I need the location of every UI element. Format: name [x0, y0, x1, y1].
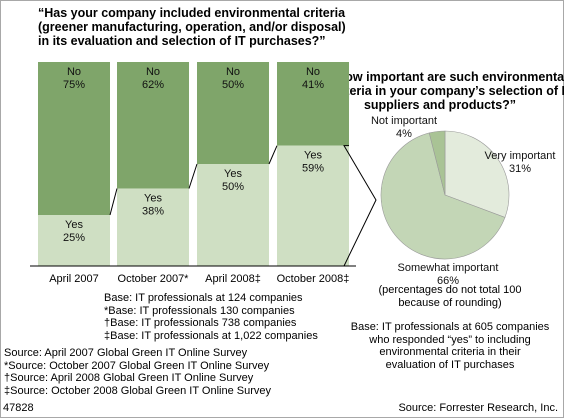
- base-line: environmental criteria in their: [379, 346, 521, 358]
- figure-id: 47828: [3, 402, 34, 414]
- bar-yes-value: 25%: [63, 232, 85, 244]
- bar-no-segment: [197, 62, 269, 164]
- rounding-line: (percentages do not total 100: [378, 284, 522, 296]
- bar-no-name: No: [146, 66, 160, 78]
- pie-slice: [380, 132, 506, 260]
- pie-slice: [428, 130, 446, 196]
- yes-to-pie-bracket: [343, 145, 377, 267]
- pie-value-label: 66%: [437, 275, 459, 287]
- bar-yes-name: Yes: [144, 192, 162, 204]
- bar-yes-segment: [38, 215, 110, 266]
- source-line: ‡Source: October 2008 Global Green IT On…: [4, 384, 271, 397]
- bar-yes-segment: [197, 164, 269, 266]
- bar-yes-name: Yes: [65, 219, 83, 231]
- pie-slice: [444, 130, 510, 218]
- bar-no-name: No: [306, 66, 320, 78]
- base-line: Base: IT professionals at 124 companies: [104, 292, 303, 304]
- pie-label: Somewhat important: [398, 262, 499, 274]
- pie-label: Not important: [371, 115, 437, 127]
- bar-no-value: 62%: [142, 79, 164, 91]
- bar-no-name: No: [226, 66, 240, 78]
- pie-chart-title-line: “How important are such environmental: [330, 70, 564, 84]
- x-tick-label: October 2008‡: [277, 273, 350, 285]
- bar-yes-value: 50%: [222, 181, 244, 193]
- yes-trend-connector: [109, 188, 118, 216]
- bar-yes-segment: [277, 145, 349, 266]
- source-line: *Source: October 2007 Global Green IT On…: [4, 359, 270, 372]
- bar-yes-value: 38%: [142, 205, 164, 217]
- bar-yes-name: Yes: [304, 150, 322, 162]
- pie-chart-title-line: suppliers and products?”: [363, 98, 517, 112]
- x-tick-label: April 2008‡: [205, 273, 261, 285]
- base-line: *Base: IT professionals 130 companies: [104, 304, 295, 317]
- source-line: †Source: April 2008 Global Green IT Onli…: [4, 372, 254, 384]
- base-line: †Base: IT professionals 738 companies: [104, 317, 297, 329]
- rounding-note: (percentages do not total 100 because of…: [375, 284, 525, 309]
- bar-yes-segment: [117, 188, 189, 266]
- bar-yes-name: Yes: [224, 168, 242, 180]
- base-line: evaluation of IT purchases: [385, 358, 515, 371]
- bar-chart-title-line: in its evaluation and selection of IT pu…: [38, 34, 326, 48]
- footer-source: Source: Forrester Research, Inc.: [398, 402, 558, 414]
- bar-no-name: No: [67, 66, 81, 78]
- bar-chart-title-line: “Has your company included environmental…: [38, 6, 346, 20]
- pie-value-label: 31%: [509, 163, 531, 175]
- bar-chart-title-line: (greener manufacturing, operation, and/o…: [38, 20, 346, 34]
- bar-no-segment: [277, 62, 349, 146]
- pie-chart-base-note: Base: IT professionals at 605 companies …: [340, 321, 560, 371]
- bar-no-segment: [117, 62, 189, 189]
- bar-chart-title: “Has your company included environmental…: [38, 6, 346, 48]
- bar-no-value: 50%: [222, 79, 244, 91]
- bar-no-value: 75%: [63, 79, 85, 91]
- base-line: Base: IT professionals at 605 companies: [350, 321, 550, 333]
- x-tick-label: April 2007: [49, 273, 99, 285]
- bar-chart-base-note: Base: IT professionals at 124 companies …: [96, 292, 336, 342]
- base-line: ‡Base: IT professionals at 1,022 compani…: [104, 329, 318, 342]
- pie-label: Very important: [485, 150, 556, 162]
- yes-trend-connector: [268, 145, 278, 165]
- bar-yes-value: 59%: [302, 163, 324, 175]
- base-line: who responded “yes” to including: [369, 333, 531, 346]
- survey-sources: Source: April 2007 Global Green IT Onlin…: [4, 347, 304, 397]
- bar-no-value: 41%: [302, 79, 324, 91]
- bar-no-segment: [38, 62, 110, 215]
- pie-value-label: 4%: [396, 128, 412, 140]
- rounding-line: because of rounding): [398, 296, 502, 309]
- source-line: Source: April 2007 Global Green IT Onlin…: [4, 347, 248, 359]
- pie-chart-title: “How important are such environmental cr…: [330, 70, 564, 112]
- yes-trend-connector: [188, 163, 198, 189]
- pie-chart-title-line: criteria in your company’s selection of …: [330, 84, 564, 98]
- x-tick-label: October 2007*: [118, 273, 190, 285]
